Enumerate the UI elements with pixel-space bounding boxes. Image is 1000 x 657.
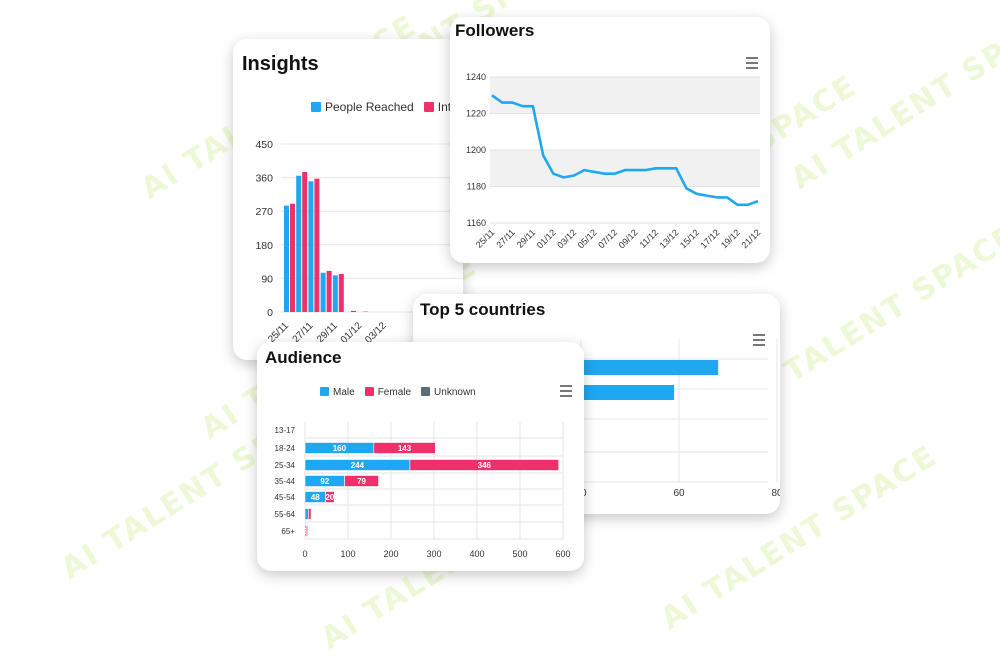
audience-chart: 0 100 200 300 400 500 600 13-17 18-24 160 143 25-34… <box>257 342 584 571</box>
bar-value-label: 244 <box>351 461 365 470</box>
bar-female <box>306 526 307 537</box>
bar-value-label: 79 <box>357 477 366 486</box>
x-tick-label: 11/12 <box>638 227 661 250</box>
bar-value-label: 92 <box>320 477 329 486</box>
x-tick-label: 200 <box>383 549 398 559</box>
bar-value-label: 20 <box>325 493 334 502</box>
x-tick-label: 09/12 <box>617 227 640 250</box>
bar-value-label: 48 <box>311 493 320 502</box>
x-tick-label: 60 <box>673 488 685 499</box>
plot-band <box>490 77 760 114</box>
x-tick-label: 0 <box>302 549 307 559</box>
bar-people-reached <box>296 176 301 312</box>
bar-value-label: 143 <box>398 444 412 453</box>
y-tick-label: 1220 <box>466 109 486 119</box>
x-tick-label: 13/12 <box>658 227 681 250</box>
bar-interactions <box>290 204 295 312</box>
bar-value-label: 346 <box>478 461 492 470</box>
y-tick-label: 0 <box>267 307 273 319</box>
x-tick-label: 21/12 <box>739 227 762 250</box>
y-category-label: 18-24 <box>275 444 296 453</box>
x-tick-label: 29/11 <box>515 227 538 250</box>
x-tick-label: 400 <box>469 549 484 559</box>
bar-value-label: 160 <box>333 444 347 453</box>
y-tick-label: 360 <box>255 173 273 185</box>
x-tick-label: 500 <box>512 549 527 559</box>
y-tick-label: 1180 <box>467 182 486 192</box>
y-category-label: 45-54 <box>275 493 296 502</box>
y-category-label: 13-17 <box>275 426 296 435</box>
x-tick-label: 15/12 <box>678 227 701 250</box>
x-tick-label: 19/12 <box>719 227 742 250</box>
x-tick-label: 01/12 <box>535 227 558 250</box>
followers-chart: 1160 1180 1200 1220 1240 25/1127/1129/1101/12… <box>450 17 770 263</box>
x-tick-label: 07/12 <box>596 227 619 250</box>
y-tick-label: 270 <box>255 206 273 218</box>
bar-people-reached <box>284 206 289 312</box>
y-tick-label: 450 <box>255 139 273 151</box>
bar-interactions <box>302 172 307 312</box>
bar-people-reached <box>321 273 326 312</box>
bar-interactions <box>327 271 332 312</box>
x-tick-label: 17/12 <box>698 227 721 250</box>
x-tick-label: 25/11 <box>474 227 497 250</box>
x-tick-label: 05/12 <box>576 227 599 250</box>
x-tick-label: 100 <box>340 549 355 559</box>
x-tick-label: 27/11 <box>494 227 517 250</box>
x-tick-label: 300 <box>426 549 441 559</box>
x-tick-label: 03/12 <box>555 227 578 250</box>
y-category-label: 25-34 <box>275 461 296 470</box>
bar-female <box>308 509 311 520</box>
bar-interactions <box>351 311 356 312</box>
bar-interactions <box>339 274 344 312</box>
y-category-label: 55-64 <box>275 510 296 519</box>
bar-male <box>305 509 308 520</box>
bar-people-reached <box>333 275 338 312</box>
y-tick-label: 90 <box>261 273 273 285</box>
plot-band <box>490 150 760 187</box>
bar-people-reached <box>308 181 313 312</box>
y-category-label: 35-44 <box>275 477 296 486</box>
x-tick-label: 80 <box>771 488 780 499</box>
y-tick-label: 1200 <box>466 145 486 155</box>
y-tick-label: 1240 <box>466 72 486 82</box>
y-tick-label: 1160 <box>467 218 486 228</box>
x-tick-label: 600 <box>555 549 570 559</box>
y-tick-label: 180 <box>255 240 273 252</box>
y-category-label: 65+ <box>281 527 295 536</box>
bar-interactions <box>314 179 319 312</box>
